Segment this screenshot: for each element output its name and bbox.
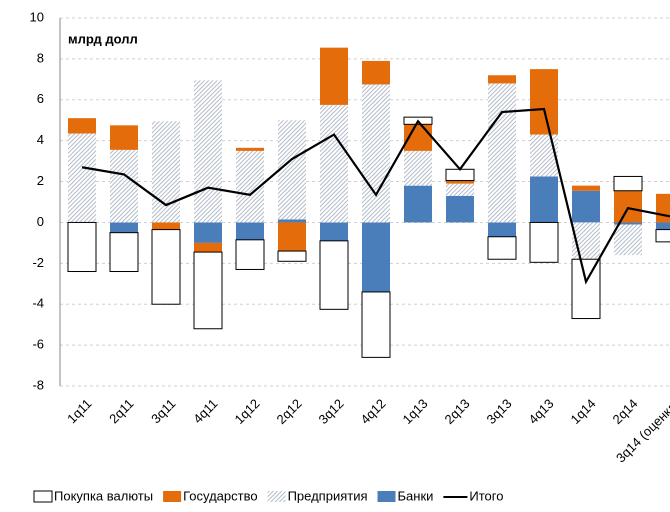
bar-segment — [614, 222, 642, 225]
bar-segment — [362, 84, 390, 223]
bar-segment — [110, 125, 138, 150]
y-tick-label: -6 — [32, 337, 44, 352]
y-tick-label: 10 — [30, 9, 44, 24]
bar-segment — [320, 104, 348, 223]
bar-segment — [151, 229, 181, 305]
bar-segment — [572, 185, 600, 191]
bar-segment — [320, 222, 348, 241]
x-tick-label: 1q11 — [64, 396, 94, 426]
bar-segment — [488, 222, 516, 237]
bar-segment — [530, 134, 558, 177]
bar-segment — [445, 168, 475, 182]
bar-segment — [488, 83, 516, 223]
legend-label: Итого — [469, 488, 503, 503]
legend-label: Предприятия — [288, 488, 368, 503]
bar-segment — [655, 229, 670, 243]
bar-segment — [236, 147, 264, 151]
bar-segment — [194, 242, 222, 253]
x-tick-label: 3q13 — [483, 396, 514, 427]
bar-segment — [362, 222, 390, 292]
bar-segment — [236, 222, 264, 240]
bar-segment — [614, 190, 642, 223]
bar-segment — [404, 185, 432, 223]
bar-segment — [278, 219, 306, 223]
legend-swatch — [33, 490, 53, 503]
legend-swatch — [267, 491, 286, 502]
bar-segment — [446, 195, 474, 223]
legend-label: Банки — [398, 488, 434, 503]
x-tick-label: 3q11 — [148, 396, 178, 426]
y-tick-label: -2 — [32, 255, 44, 270]
bar-segment — [68, 118, 96, 134]
bar-segment — [488, 75, 516, 84]
annotation: млрд долл — [68, 31, 138, 46]
bar-segment — [487, 236, 517, 260]
y-tick-label: 0 — [37, 214, 44, 229]
x-tick-label: 2q12 — [273, 396, 304, 427]
bar-segment — [446, 180, 474, 184]
x-tick-label: 4q12 — [357, 396, 388, 427]
legend-label: Государство — [183, 488, 257, 503]
bar-segment — [109, 232, 139, 273]
bar-segment — [530, 176, 558, 223]
legend-label: Покупка валюты — [54, 488, 153, 503]
bar-segment — [613, 175, 643, 192]
bar-segment — [529, 221, 559, 263]
y-tick-label: -8 — [32, 377, 44, 392]
x-tick-label: 1q12 — [231, 396, 262, 427]
x-tick-label: 1q14 — [567, 396, 598, 427]
x-tick-label: 2q14 — [609, 396, 640, 427]
x-tick-label: 4q11 — [190, 396, 220, 426]
total-line — [81, 107, 670, 285]
bar-segment — [110, 149, 138, 223]
bar-segment — [571, 258, 601, 320]
bar-segment — [656, 222, 670, 230]
bar-segment — [530, 69, 558, 135]
bar-segment — [152, 121, 180, 223]
legend-swatch — [377, 491, 396, 502]
bar-segment — [319, 240, 349, 310]
y-tick-label: -4 — [32, 296, 44, 311]
y-tick-label: 4 — [37, 132, 44, 147]
bar-segment — [278, 120, 306, 220]
bar-segment — [194, 222, 222, 243]
bar-segment — [152, 222, 180, 230]
bar-segment — [361, 291, 391, 358]
bar-segment — [278, 222, 306, 252]
x-tick-label: 2q13 — [441, 396, 472, 427]
y-tick-label: 8 — [37, 50, 44, 65]
x-tick-label: 4q13 — [525, 396, 556, 427]
x-tick-label: 3q12 — [315, 396, 346, 427]
bar-segment — [572, 190, 600, 223]
bar-segment — [446, 183, 474, 196]
y-tick-label: 2 — [37, 173, 44, 188]
bar-segment — [656, 193, 670, 223]
x-tick-label: 1q13 — [399, 396, 430, 427]
bar-segment — [362, 60, 390, 85]
bar-segment — [404, 150, 432, 186]
x-tick-label: 2q11 — [106, 396, 136, 426]
plot — [67, 47, 670, 358]
bar-segment — [68, 133, 96, 223]
bar-segment — [110, 222, 138, 233]
bar-segment — [320, 47, 348, 105]
bar-segment — [193, 251, 223, 330]
bar-segment — [614, 224, 642, 256]
bar-segment — [277, 250, 307, 262]
bar-segment — [235, 239, 265, 270]
legend-swatch — [163, 491, 182, 502]
bar-segment — [194, 80, 222, 223]
y-tick-label: 6 — [37, 91, 44, 106]
bar-segment — [67, 221, 97, 273]
